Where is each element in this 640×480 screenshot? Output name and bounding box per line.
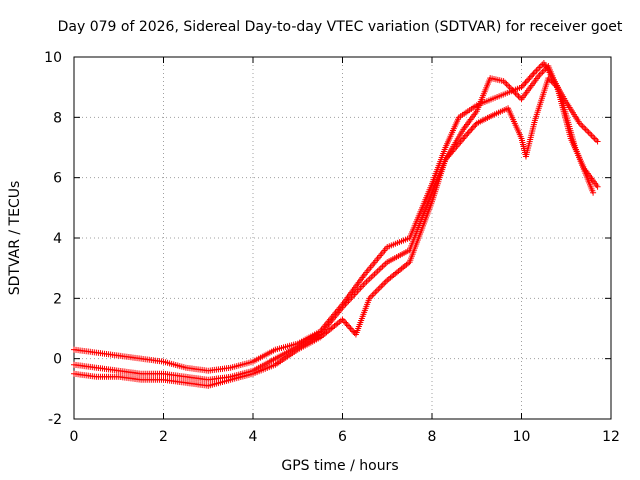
data-point	[368, 274, 375, 281]
data-point	[374, 268, 381, 275]
x-tick-label: 4	[249, 429, 258, 445]
data-point	[340, 317, 347, 324]
x-tick-label: 0	[70, 429, 79, 445]
data-point	[525, 76, 532, 83]
data-point	[579, 123, 586, 130]
data-point	[536, 64, 543, 71]
y-tick-label: 2	[53, 291, 62, 307]
data-point	[537, 70, 544, 77]
x-axis-label: GPS time / hours	[281, 458, 398, 474]
x-tick-label: 6	[338, 429, 347, 445]
y-tick-label: 0	[53, 352, 62, 368]
data-point	[347, 325, 354, 332]
x-tick-label: 2	[159, 429, 168, 445]
data-point	[468, 126, 475, 133]
data-point	[469, 124, 476, 131]
data-point	[369, 292, 376, 299]
data-point	[531, 69, 538, 76]
grid-lines	[74, 57, 611, 419]
data-point	[465, 129, 472, 136]
data-point	[467, 127, 474, 134]
data-point	[371, 271, 378, 278]
data-point	[582, 126, 589, 133]
data-point	[584, 127, 591, 134]
y-axis-label: SDTVAR / TECUs	[7, 181, 23, 296]
data-point	[370, 290, 377, 297]
data-point	[381, 262, 388, 269]
data-point	[375, 286, 382, 293]
x-tick-labels: 0 2 4 6 8 10 12	[70, 429, 620, 445]
data-point	[539, 69, 546, 76]
data-point	[578, 121, 585, 128]
data-point	[471, 123, 478, 130]
data-point	[590, 133, 597, 140]
data-point	[591, 135, 598, 142]
data-point	[534, 66, 541, 73]
data-point	[588, 132, 595, 139]
data-point	[346, 323, 353, 330]
data-point	[376, 284, 383, 291]
data-point	[350, 328, 357, 335]
data-point	[585, 129, 592, 136]
data-point	[503, 81, 510, 88]
data-point	[464, 130, 471, 137]
x-tick-label: 12	[602, 429, 620, 445]
data-point	[379, 281, 386, 288]
data-point	[521, 81, 528, 88]
data-point	[594, 183, 601, 190]
data-point	[366, 275, 373, 282]
data-point	[377, 265, 384, 272]
data-point	[376, 266, 383, 273]
y-tick-label: 10	[44, 50, 62, 66]
data-point	[381, 280, 388, 287]
data-point	[363, 278, 370, 285]
data-marks	[71, 60, 601, 389]
data-point	[369, 272, 376, 279]
data-point	[590, 189, 597, 196]
data-point	[344, 322, 351, 329]
data-point	[530, 70, 537, 77]
data-point	[365, 277, 372, 284]
data-point	[523, 78, 530, 85]
data-point	[587, 130, 594, 137]
data-point	[527, 73, 534, 80]
chart-title: Day 079 of 2026, Sidereal Day-to-day VTE…	[58, 19, 623, 35]
y-tick-label: 8	[53, 110, 62, 126]
data-point	[594, 138, 601, 145]
data-point	[529, 72, 536, 79]
data-point	[372, 289, 379, 296]
data-point	[505, 82, 512, 89]
y-tick-label: 4	[53, 231, 62, 247]
data-point	[343, 320, 350, 327]
data-point	[515, 93, 522, 100]
y-tick-label: -2	[48, 412, 62, 428]
y-tick-labels: -2 0 2 4 6 8 10	[44, 50, 62, 428]
data-point	[526, 75, 533, 82]
data-point	[382, 278, 389, 285]
data-point	[593, 136, 600, 143]
data-point	[373, 287, 380, 294]
data-point	[379, 263, 386, 270]
x-tick-label: 10	[513, 429, 531, 445]
data-point	[533, 67, 540, 74]
y-tick-label: 6	[53, 171, 62, 187]
data-point	[522, 79, 529, 86]
x-tick-label: 8	[428, 429, 437, 445]
data-point	[373, 269, 380, 276]
data-point	[378, 283, 385, 290]
series-track-2	[71, 63, 597, 383]
data-point	[581, 124, 588, 131]
series-track-3	[71, 75, 601, 389]
data-point	[537, 63, 544, 70]
axis-ticks	[73, 56, 612, 420]
